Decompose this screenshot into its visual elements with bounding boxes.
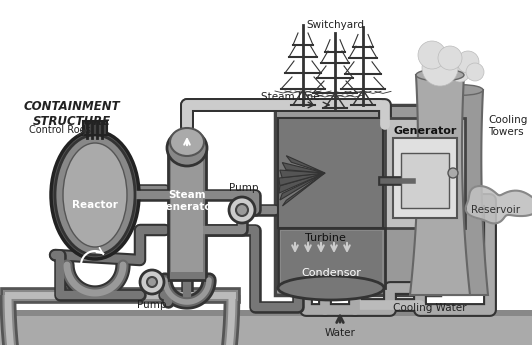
Text: Pump: Pump [137, 300, 167, 310]
Polygon shape [466, 186, 532, 224]
Text: Control Rods: Control Rods [29, 125, 91, 135]
Polygon shape [279, 173, 325, 193]
Bar [168, 148, 206, 280]
Ellipse shape [170, 128, 204, 156]
Circle shape [140, 270, 164, 294]
Ellipse shape [63, 143, 127, 247]
Bar [277, 107, 438, 293]
Polygon shape [282, 173, 325, 206]
Bar [83, 121, 107, 135]
Polygon shape [282, 162, 325, 173]
Ellipse shape [416, 69, 464, 81]
Bar [401, 153, 449, 208]
Text: Turbine: Turbine [304, 233, 345, 243]
Circle shape [229, 197, 255, 223]
Circle shape [450, 62, 470, 82]
Text: Switchyard: Switchyard [306, 20, 364, 30]
Circle shape [438, 46, 462, 70]
Bar [281, 231, 382, 285]
Ellipse shape [55, 135, 135, 255]
Circle shape [147, 277, 157, 287]
Polygon shape [410, 75, 470, 295]
Text: Reactor: Reactor [72, 200, 118, 210]
Bar [171, 152, 203, 272]
Text: Condensor: Condensor [301, 268, 361, 278]
Ellipse shape [441, 85, 483, 95]
Text: Generator: Generator [393, 126, 456, 136]
Circle shape [448, 168, 458, 178]
Text: Cooling
Towers: Cooling Towers [488, 115, 527, 137]
Bar [0, 310, 532, 316]
Text: CONTAINMENT
STRUCTURE: CONTAINMENT STRUCTURE [24, 100, 120, 128]
Bar [0, 310, 532, 345]
Text: Steam Line: Steam Line [261, 92, 319, 102]
Polygon shape [280, 170, 325, 178]
Text: Cooling Water: Cooling Water [393, 303, 467, 313]
Ellipse shape [167, 130, 207, 166]
Bar [393, 138, 457, 218]
Polygon shape [280, 173, 325, 200]
Bar [385, 118, 465, 228]
Circle shape [466, 63, 484, 81]
Text: Pump: Pump [229, 183, 259, 193]
Bar [278, 228, 385, 288]
Text: Water: Water [325, 328, 355, 338]
Polygon shape [436, 90, 488, 295]
Ellipse shape [278, 276, 384, 300]
Polygon shape [279, 173, 325, 186]
Circle shape [422, 50, 458, 86]
Circle shape [457, 51, 479, 73]
Text: Reservoir: Reservoir [471, 205, 521, 215]
Bar [275, 105, 440, 295]
Polygon shape [286, 156, 325, 173]
Ellipse shape [51, 131, 139, 259]
Text: Steam
Generator: Steam Generator [157, 190, 217, 211]
Circle shape [418, 41, 446, 69]
Bar [278, 118, 383, 228]
Circle shape [236, 204, 248, 216]
